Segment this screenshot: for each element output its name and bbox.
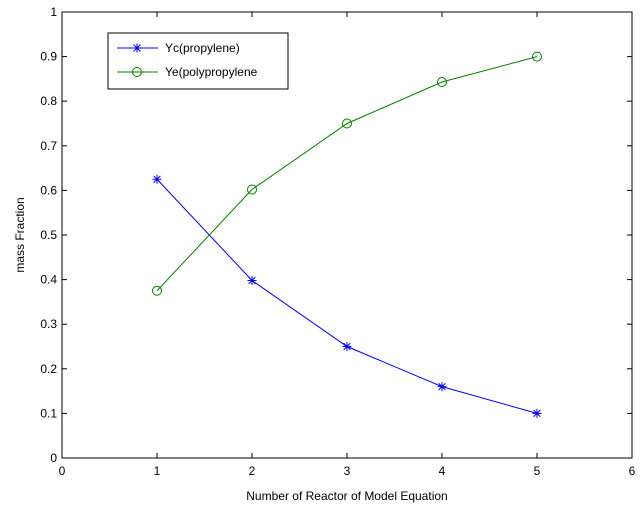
y-tick-label: 0.4 xyxy=(40,273,57,287)
x-tick-label: 0 xyxy=(59,464,66,478)
series-layer xyxy=(152,51,542,418)
data-point-circle xyxy=(437,77,447,88)
y-tick-label: 0.7 xyxy=(40,139,57,153)
series-markers-2 xyxy=(152,51,542,296)
legend: Yc(propylene) Ye(polypropylene xyxy=(107,32,289,90)
series-markers-1 xyxy=(152,174,542,418)
tick-labels: 0 1 2 3 4 5 6 0 0.1 0.2 0.3 0.4 0.5 0.6 0.7 0.8 0.9 1 xyxy=(40,5,635,478)
x-tick-label: 4 xyxy=(439,464,446,478)
y-tick-label: 0.2 xyxy=(40,362,57,376)
data-point-circle xyxy=(532,51,542,62)
data-point-circle xyxy=(132,67,142,77)
y-tick-label: 0.6 xyxy=(40,183,57,197)
series-line-2 xyxy=(156,56,538,292)
x-tick-label: 5 xyxy=(534,464,541,478)
y-tick-label: 1 xyxy=(50,5,57,19)
axis-ticks xyxy=(61,11,633,459)
y-tick-label: 0.3 xyxy=(40,317,57,331)
x-tick-label: 6 xyxy=(629,464,636,478)
y-tick-label: 0.8 xyxy=(40,94,57,108)
data-point-asterisk xyxy=(532,408,542,418)
data-point-asterisk xyxy=(342,342,352,351)
y-axis-label: mass Fraction xyxy=(13,197,27,272)
x-tick-label: 3 xyxy=(344,464,351,478)
legend-label-2: Ye(polypropylene xyxy=(165,65,258,79)
x-tick-label: 2 xyxy=(249,464,256,478)
data-point-asterisk xyxy=(132,43,142,53)
y-tick-label: 0.9 xyxy=(40,50,57,64)
legend-label-1: Yc(propylene) xyxy=(165,41,240,55)
legend-box xyxy=(107,32,289,90)
x-axis-label: Number of Reactor of Model Equation xyxy=(246,489,447,503)
x-tick-label: 1 xyxy=(154,464,161,478)
y-tick-label: 0.1 xyxy=(40,406,57,420)
data-point-asterisk xyxy=(152,174,162,184)
data-point-circle xyxy=(247,184,257,195)
data-point-asterisk xyxy=(247,275,257,285)
data-point-asterisk xyxy=(437,382,447,392)
data-point-circle xyxy=(342,118,352,129)
y-tick-label: 0.5 xyxy=(40,228,57,242)
y-tick-label: 0 xyxy=(50,451,57,465)
data-point-circle xyxy=(152,285,162,296)
